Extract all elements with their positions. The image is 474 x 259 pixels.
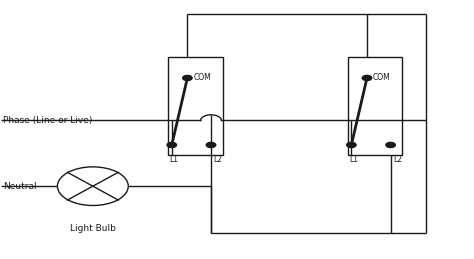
Circle shape — [386, 142, 395, 148]
Circle shape — [167, 142, 176, 148]
Text: Light Bulb: Light Bulb — [70, 224, 116, 233]
FancyBboxPatch shape — [348, 57, 402, 155]
Text: L1: L1 — [169, 155, 178, 164]
FancyBboxPatch shape — [168, 57, 223, 155]
Text: L2: L2 — [213, 155, 222, 164]
Circle shape — [182, 75, 192, 81]
Text: COM: COM — [193, 74, 211, 82]
Text: Phase (Line or Live): Phase (Line or Live) — [3, 116, 92, 125]
Text: L1: L1 — [349, 155, 358, 164]
Text: L2: L2 — [393, 155, 402, 164]
Circle shape — [57, 167, 128, 205]
Circle shape — [206, 142, 216, 148]
Circle shape — [346, 142, 356, 148]
Text: COM: COM — [373, 74, 391, 82]
Circle shape — [362, 75, 372, 81]
Text: Neutral: Neutral — [3, 182, 36, 191]
